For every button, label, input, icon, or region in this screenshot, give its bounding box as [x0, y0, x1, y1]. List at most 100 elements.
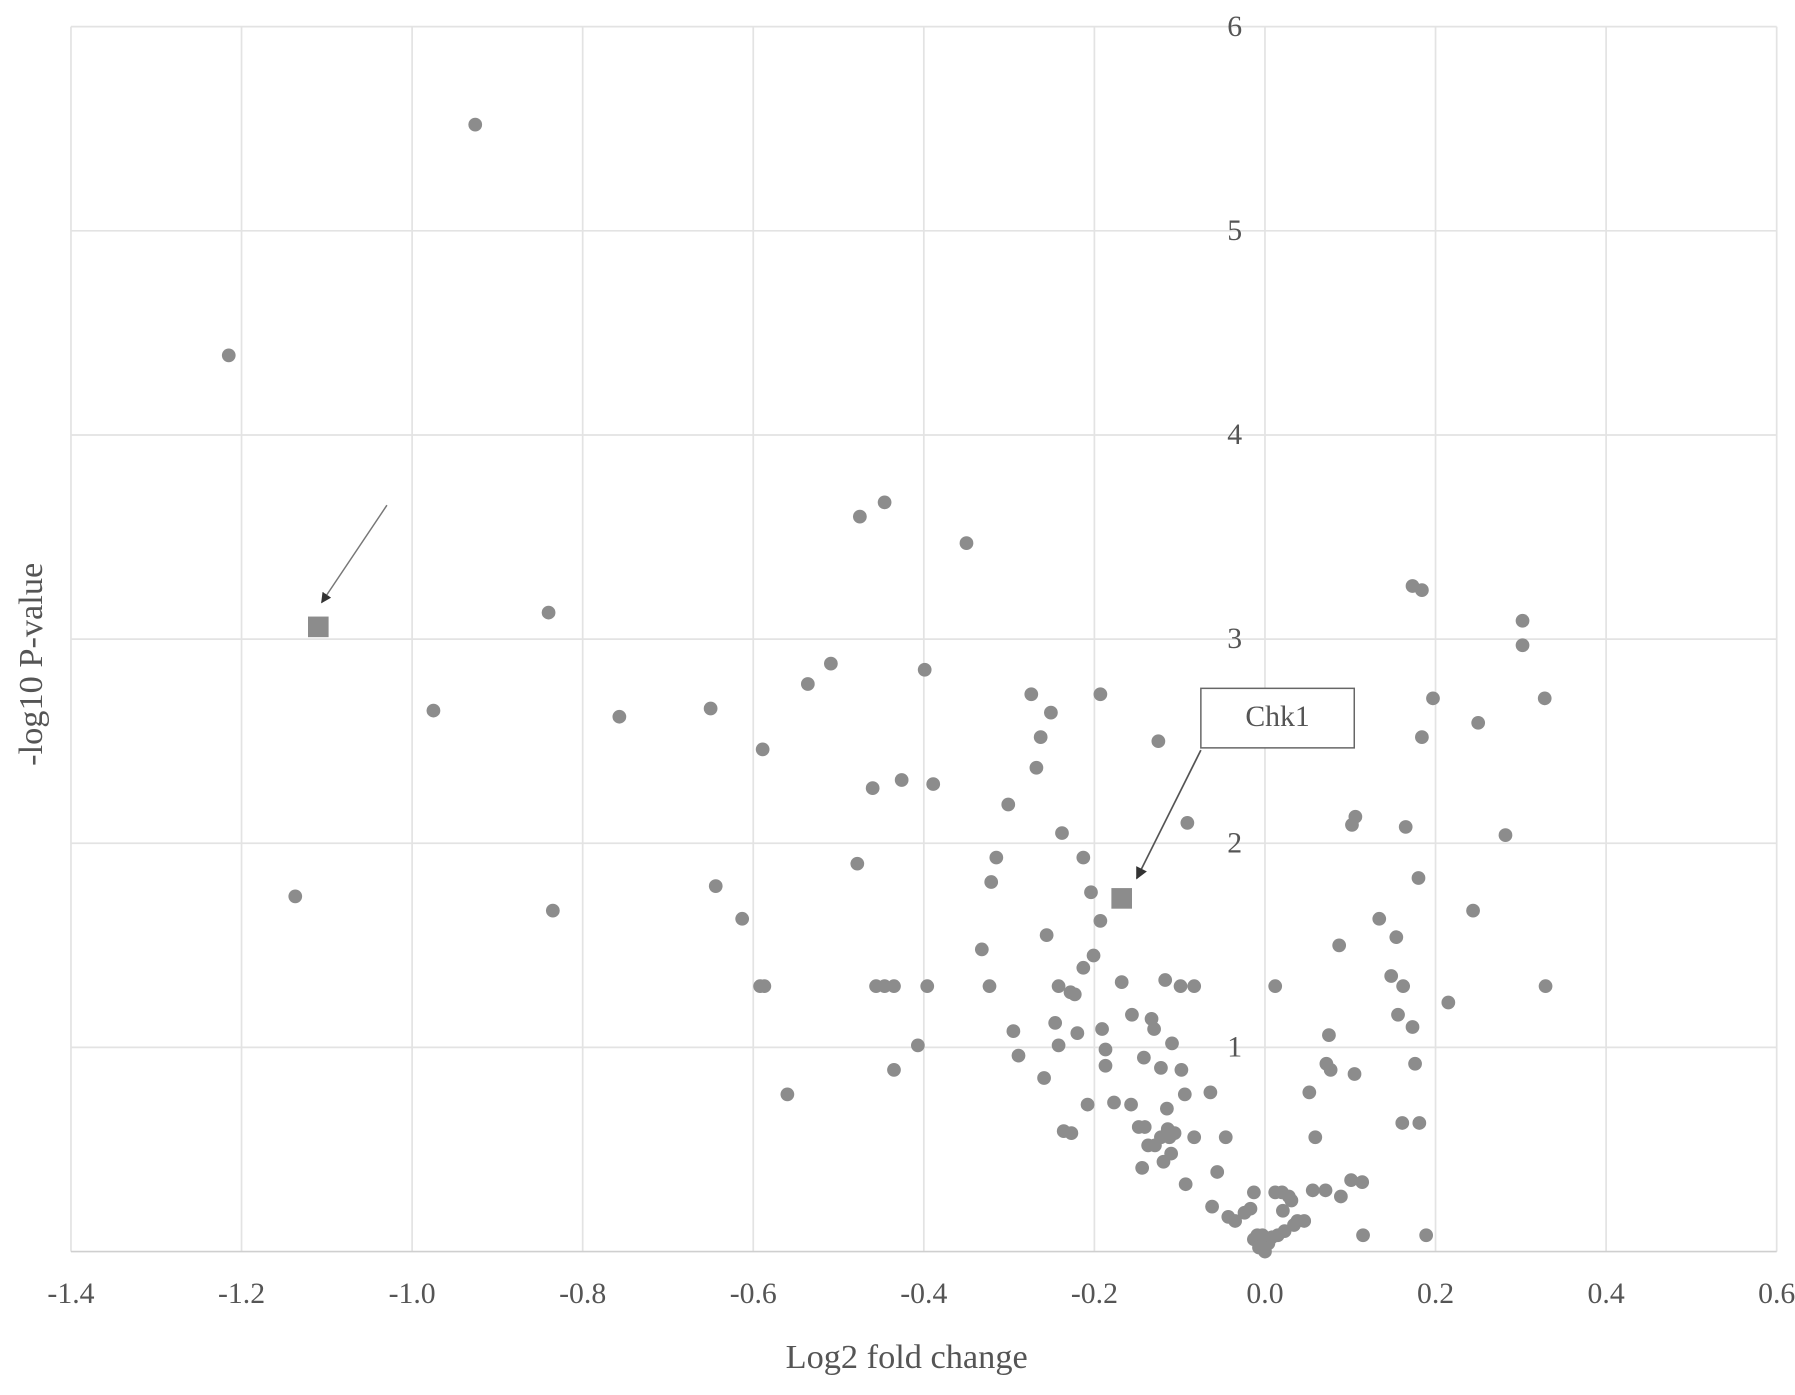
x-tick-label: -0.4: [900, 1277, 947, 1310]
x-tick-label: -0.6: [730, 1277, 777, 1310]
y-tick-label: 1: [1227, 1031, 1242, 1064]
arrow: [321, 504, 388, 604]
point: [1154, 1060, 1168, 1075]
point: [1098, 1042, 1113, 1057]
x-tick-label: -1.4: [47, 1277, 94, 1310]
point: [865, 781, 880, 796]
point: [1228, 1214, 1242, 1228]
point: [850, 856, 865, 871]
point: [1405, 1020, 1420, 1034]
y-tick-label: 4: [1227, 418, 1242, 451]
y-tick-label: 6: [1227, 10, 1242, 43]
point: [757, 979, 772, 994]
point: [1177, 1087, 1192, 1102]
point: [1415, 583, 1429, 597]
point: [1011, 1048, 1026, 1063]
point: [1086, 948, 1101, 963]
point: [1093, 687, 1108, 702]
point: [917, 662, 932, 677]
y-axis-title: -log10 P-value: [12, 563, 50, 766]
point: [1037, 1071, 1051, 1085]
point: [426, 703, 441, 718]
point: [1322, 1028, 1336, 1043]
point: [989, 850, 1004, 865]
x-tick-label: 0.4: [1588, 1277, 1625, 1310]
point: [1093, 913, 1108, 928]
point: [1064, 1126, 1079, 1141]
point: [1114, 975, 1129, 989]
point: [1426, 691, 1440, 706]
point: [1165, 1036, 1179, 1051]
point: [824, 656, 838, 671]
point: [1408, 1056, 1422, 1071]
point: [1323, 1063, 1338, 1077]
point: [1174, 1063, 1189, 1077]
annotation-box: [1200, 687, 1356, 749]
point: [1024, 687, 1039, 702]
point: [708, 879, 723, 894]
point: [1284, 1193, 1299, 1208]
point: [1203, 1085, 1218, 1100]
marks: [221, 117, 1553, 1259]
grid: [70, 25, 1778, 1253]
point: [288, 889, 303, 904]
point: [612, 709, 627, 724]
point: [1276, 1203, 1290, 1218]
point: [1538, 979, 1553, 994]
point: [1178, 1177, 1193, 1192]
point: [1051, 1038, 1066, 1053]
point: [1137, 1120, 1152, 1134]
y-tick-label: 5: [1227, 214, 1242, 247]
point: [982, 979, 997, 994]
point: [1135, 1160, 1150, 1175]
point: [1498, 828, 1513, 842]
point: [1466, 903, 1480, 918]
point: [1537, 691, 1552, 706]
point: [1218, 1130, 1233, 1145]
point: [1398, 820, 1413, 834]
x-axis-title: Log2 fold change: [786, 1338, 1028, 1376]
point: [1076, 960, 1091, 975]
point: [755, 742, 770, 757]
point: [974, 942, 989, 957]
point: [1180, 815, 1195, 830]
point: [545, 903, 560, 918]
point: [1372, 911, 1387, 926]
point: [1151, 734, 1166, 749]
point: [1308, 1130, 1323, 1145]
point: [1070, 1026, 1085, 1040]
point: [1055, 826, 1069, 840]
point: [1384, 969, 1399, 983]
x-tick-label: -1.2: [218, 1277, 265, 1310]
point: [887, 979, 901, 994]
point: [1515, 638, 1530, 653]
x-tick-label: -1.0: [389, 1277, 436, 1310]
point: [1084, 885, 1098, 900]
point: [1356, 1228, 1370, 1243]
point: [1039, 928, 1054, 943]
x-tick-label: -0.8: [559, 1277, 606, 1310]
point: [1210, 1165, 1225, 1179]
point: [1344, 1173, 1358, 1187]
point: [1389, 930, 1404, 945]
point: [703, 701, 718, 716]
point: [1348, 809, 1363, 824]
square-point: [308, 616, 329, 638]
point: [1080, 1097, 1095, 1112]
point: [1029, 760, 1044, 775]
annotation: Chk1: [1245, 700, 1309, 733]
point: [1318, 1183, 1333, 1198]
point: [1001, 797, 1016, 812]
point: [1297, 1214, 1312, 1228]
point: [926, 777, 941, 791]
point: [1441, 995, 1456, 1010]
point: [1347, 1067, 1362, 1081]
point: [1412, 1116, 1427, 1130]
point: [1098, 1058, 1113, 1073]
square-point: [1111, 888, 1132, 909]
point: [1411, 871, 1426, 885]
point: [852, 509, 867, 524]
point: [1033, 730, 1048, 744]
y-tick-label: 3: [1227, 622, 1242, 655]
